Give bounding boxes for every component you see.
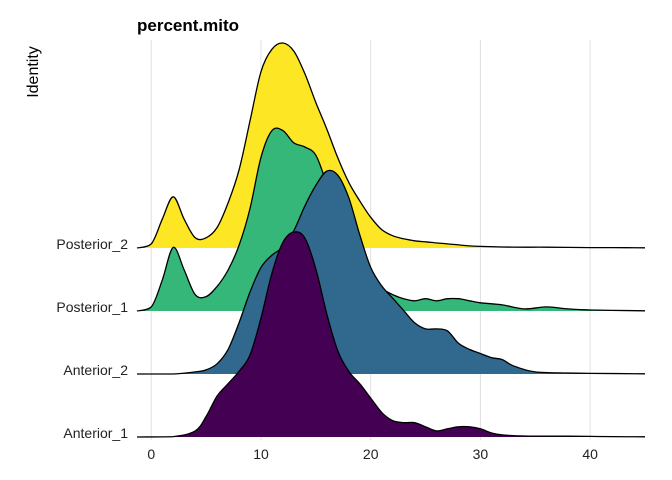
category-label: Posterior_1 (56, 299, 128, 315)
ridge-fill-anterior-1 (137, 231, 645, 437)
y-axis-label: Identity (25, 46, 42, 98)
x-tick-label: 0 (147, 446, 155, 462)
ridges (136, 42, 646, 438)
ridge-fill-anterior-2 (137, 170, 645, 374)
x-tick-label: 20 (363, 446, 379, 462)
x-tick-label: 30 (473, 446, 489, 462)
ridge-outline-posterior-1 (136, 127, 646, 312)
x-tick-label: 40 (582, 446, 598, 462)
ridge-outline-anterior-2 (136, 169, 646, 375)
ridge-outline-posterior-2 (136, 42, 646, 249)
x-tick-label: 10 (253, 446, 269, 462)
category-label: Posterior_2 (56, 236, 128, 252)
ridge-fill-posterior-2 (137, 42, 645, 248)
ridge-fill-posterior-1 (137, 128, 645, 311)
chart-title: percent.mito (137, 16, 239, 35)
ridge-outline-anterior-1 (136, 231, 646, 438)
category-label: Anterior_2 (63, 362, 128, 378)
category-labels: Anterior_1 Anterior_2 Posterior_1 Posterior… (56, 236, 128, 441)
x-tick-labels: 0 10 20 30 40 (147, 446, 598, 462)
category-label: Anterior_1 (63, 425, 128, 441)
